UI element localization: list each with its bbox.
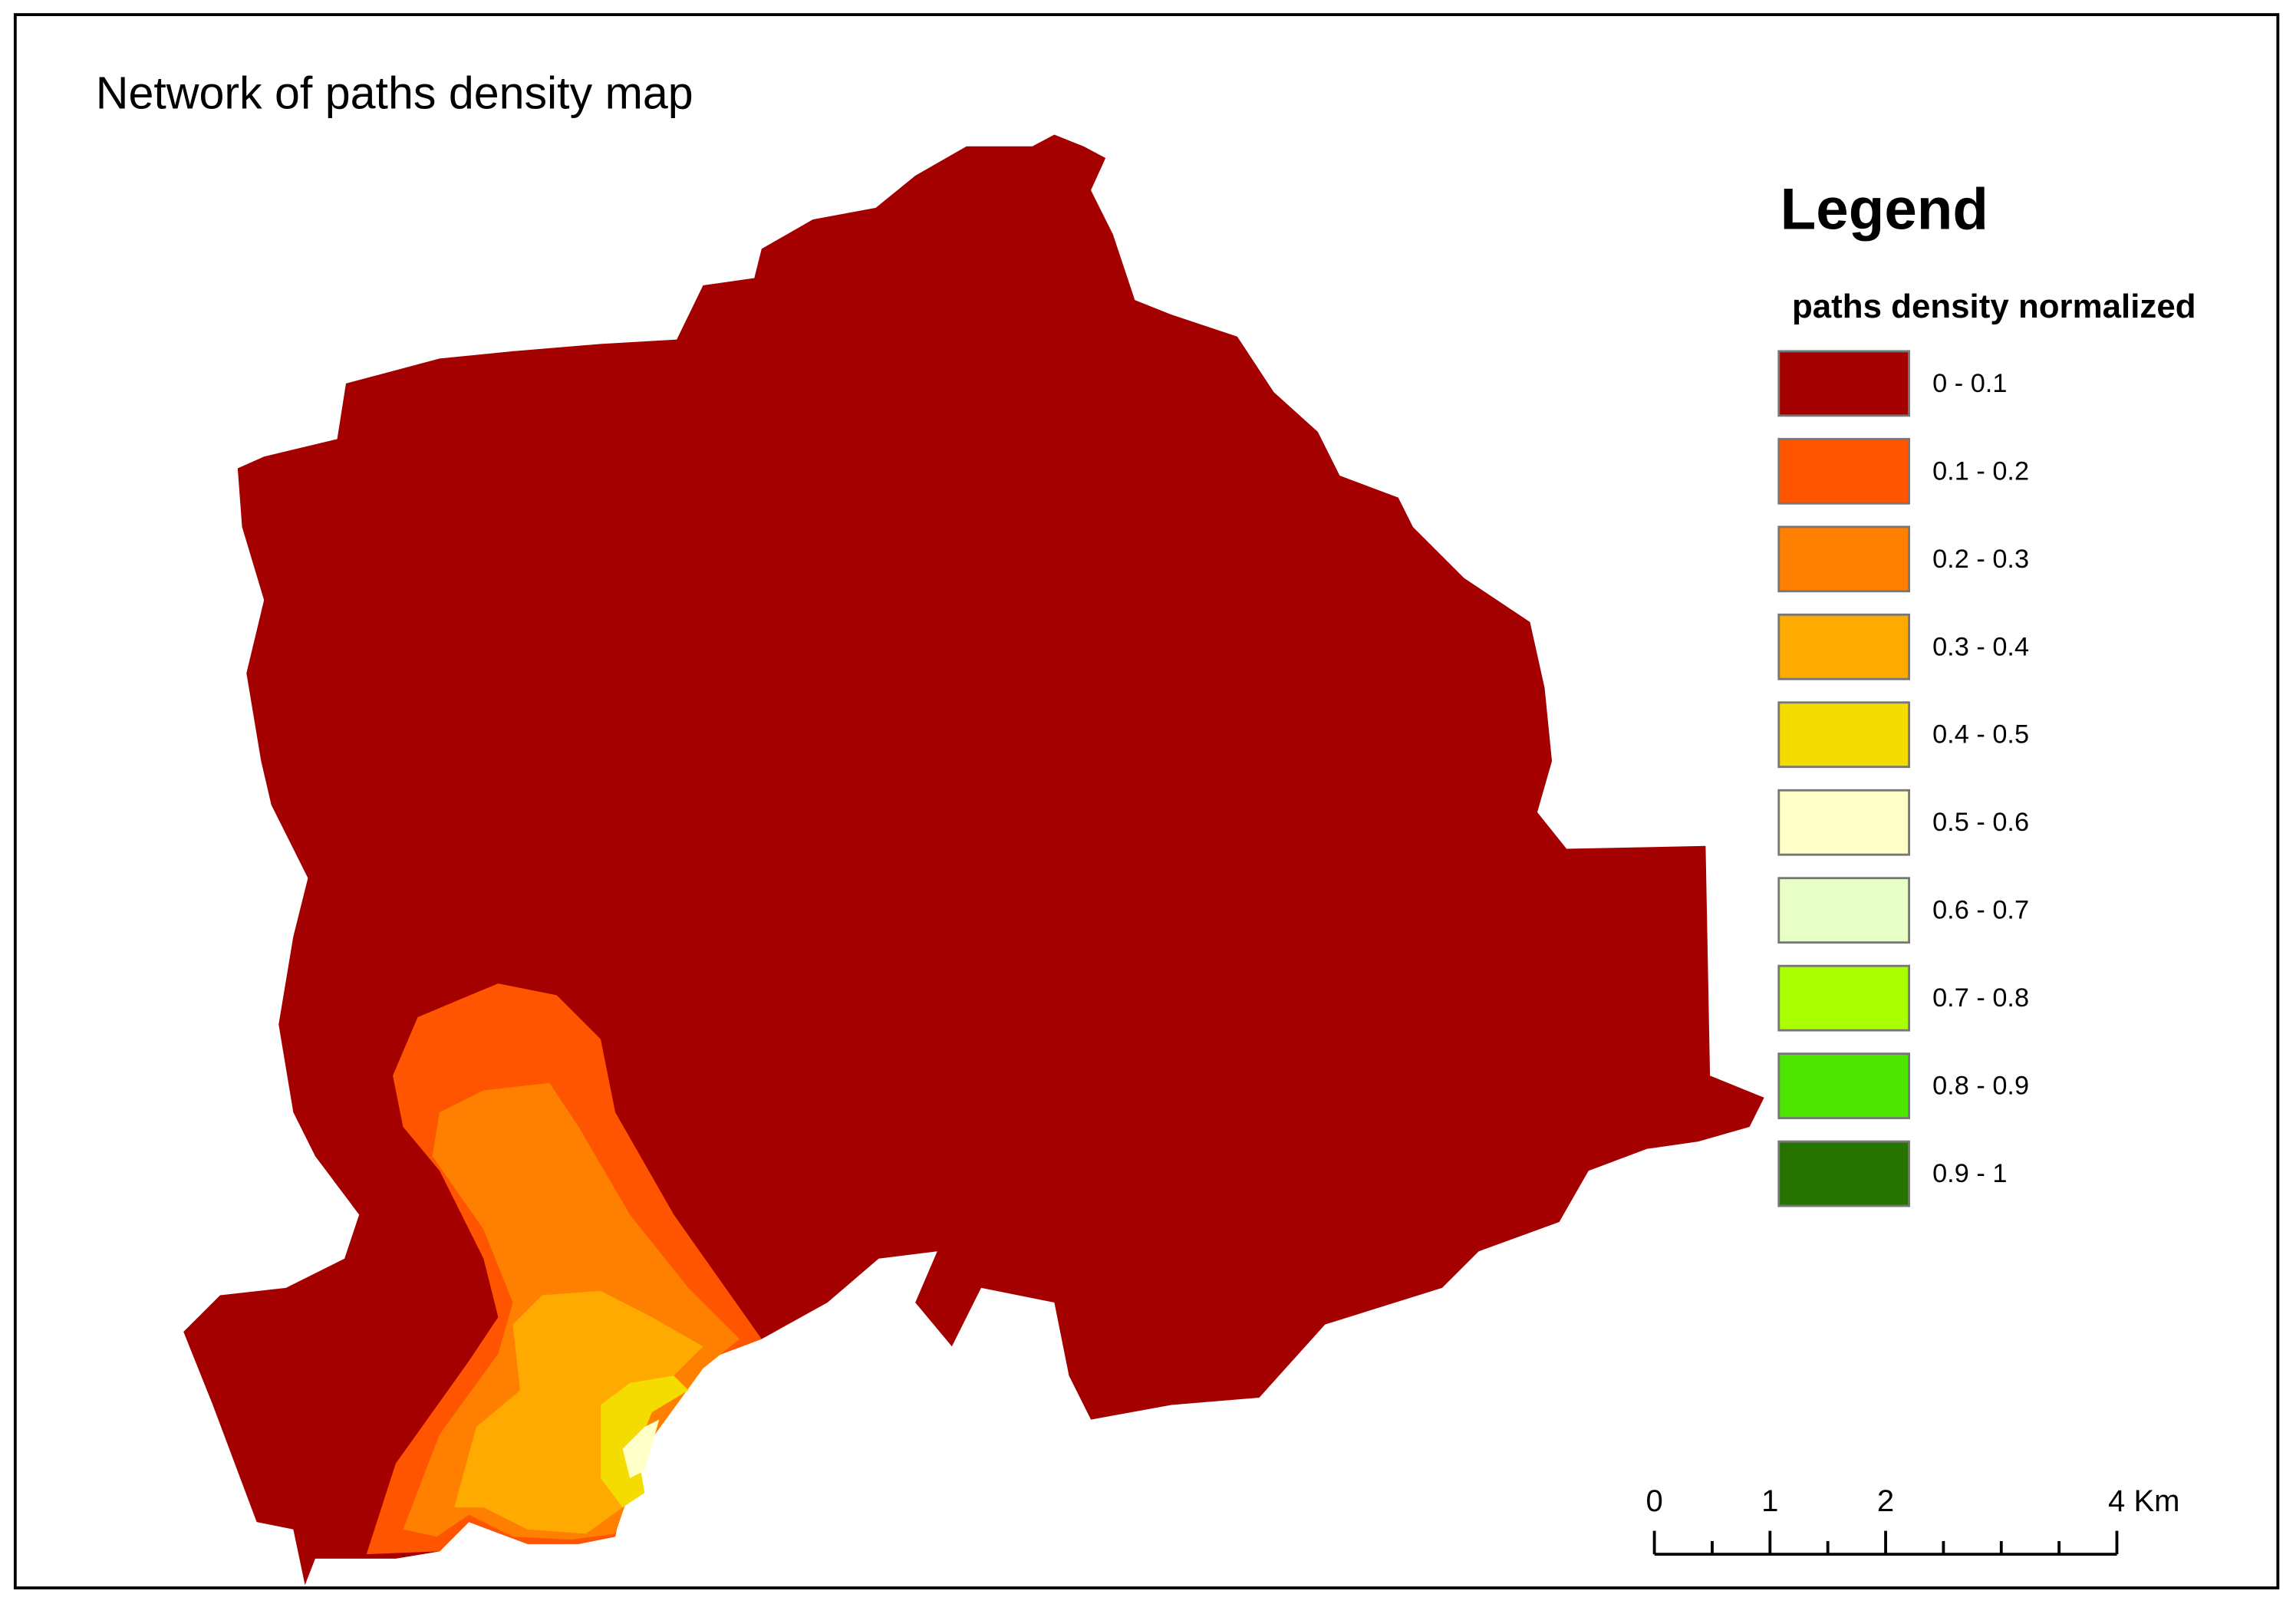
- legend-label: 0.9 - 1: [1932, 1159, 2007, 1188]
- legend-label: 0.8 - 0.9: [1932, 1072, 2029, 1101]
- scale-label: 1: [1761, 1484, 1778, 1518]
- scale-label: 2: [1877, 1484, 1894, 1518]
- region: [600, 1375, 689, 1508]
- legend-label: 0.1 - 0.2: [1932, 456, 2029, 486]
- legend-swatch: [1777, 525, 1911, 593]
- legend-swatch: [1777, 964, 1911, 1032]
- scale-label: 4 Km: [2108, 1484, 2179, 1518]
- legend-label: 0.7 - 0.8: [1932, 983, 2029, 1013]
- legend-swatch: [1777, 350, 1911, 417]
- legend-items: 0 - 0.1 0.1 - 0.2 0.2 - 0.3 0.3 - 0.4 0.4 - …: [1777, 350, 2029, 1207]
- legend-heading: Legend: [1780, 177, 1988, 242]
- legend-label: 0.6 - 0.7: [1932, 896, 2029, 925]
- legend-swatch: [1777, 613, 1911, 680]
- map-area: [183, 134, 1764, 1586]
- legend-label: 0.3 - 0.4: [1932, 632, 2029, 661]
- legend-swatch: [1777, 437, 1911, 505]
- legend-subtitle: paths density normalized: [1792, 288, 2196, 325]
- legend-label: 0 - 0.1: [1932, 369, 2007, 398]
- legend-swatch: [1777, 877, 1911, 944]
- scale-bar: 0 1 2 4 Km: [1645, 1484, 2180, 1556]
- legend-swatch: [1777, 789, 1911, 856]
- legend-label: 0.5 - 0.6: [1932, 808, 2029, 837]
- legend-swatch: [1777, 701, 1911, 769]
- scale-label: 0: [1645, 1484, 1662, 1518]
- map-title: Network of paths density map: [96, 68, 693, 119]
- region: [622, 1419, 660, 1478]
- legend-label: 0.2 - 0.3: [1932, 545, 2029, 574]
- region: [454, 1290, 703, 1534]
- legend-swatch: [1777, 1140, 1911, 1207]
- legend-swatch: [1777, 1052, 1911, 1120]
- legend-label: 0.4 - 0.5: [1932, 720, 2029, 749]
